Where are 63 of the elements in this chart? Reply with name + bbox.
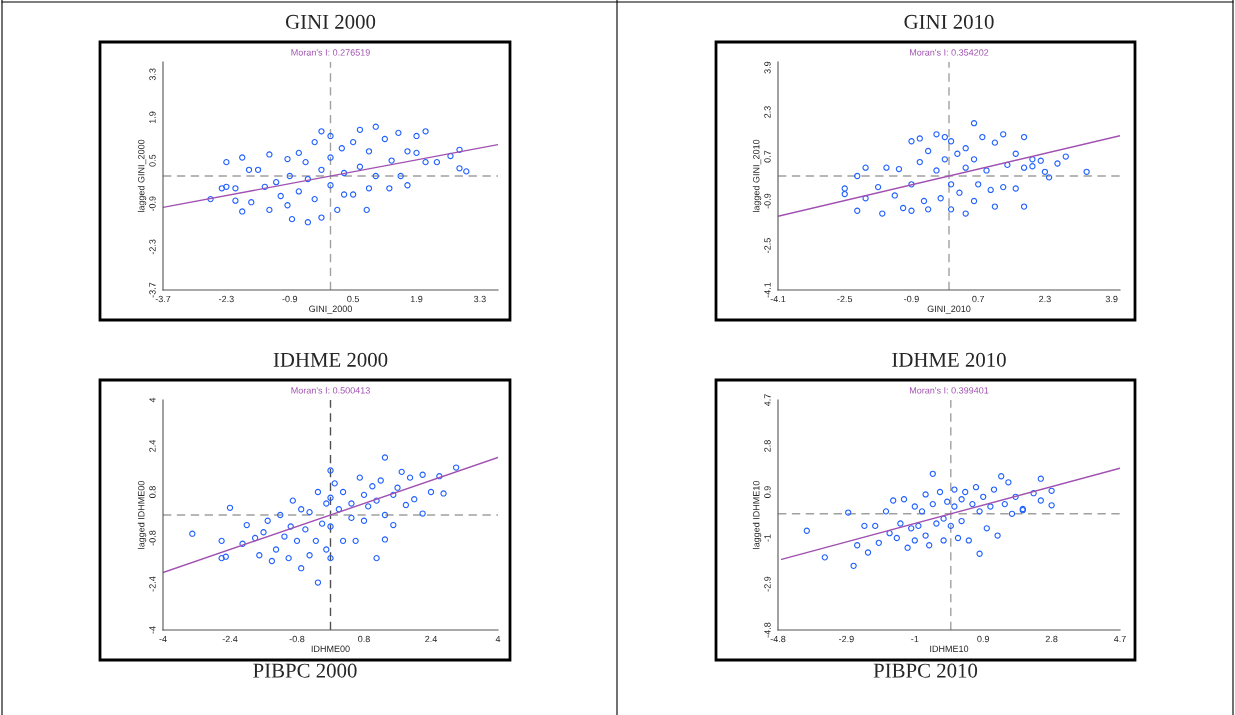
y-tick-label: -2.5 [764,238,771,253]
y-tick-label: 3.9 [764,61,771,74]
y-axis-title: lagged IDHME10 [752,480,762,549]
y-tick-label: 0.8 [149,486,156,498]
x-tick-label: 4.7 [1113,635,1126,643]
chart-subtitle: Moran's I: 0.354202 [909,49,989,56]
x-axis-title: IDHME00 [311,645,350,652]
x-tick-label: 0.7 [972,295,985,303]
x-tick-label: -4.1 [770,295,786,303]
x-axis-title: GINI_2010 [927,305,971,314]
y-axis-title: lagged GINI_2010 [752,139,762,213]
y-tick-label: 4 [149,397,156,403]
x-tick-label: 2.3 [1039,295,1051,303]
x-tick-label: 0.8 [358,635,370,643]
chart-title: GINI 2000 [285,14,376,29]
x-tick-label: -0.8 [289,635,305,643]
x-tick-label: -4 [159,635,167,643]
y-tick-label: -2.3 [149,239,156,255]
x-tick-label: -0.9 [282,295,298,303]
x-tick-label: -2.9 [839,635,854,643]
y-tick-label: -2.4 [149,576,156,592]
x-tick-label: -2.3 [219,295,234,303]
y-tick-label: 3.3 [149,68,156,81]
x-axis-title: GINI_2000 [309,305,352,314]
y-tick-label: 2.3 [764,106,771,118]
chart-subtitle: Moran's I: 0.500413 [291,387,370,394]
y-tick-label: 0.9 [764,486,771,498]
y-tick-label: 0.5 [149,154,156,167]
x-tick-label: 2.4 [425,635,438,643]
text: PIBPC 2010 [873,663,978,678]
y-tick-label: 2.4 [149,439,156,452]
y-tick-label: -0.8 [149,530,156,546]
y-tick-label: 2.8 [764,440,771,452]
x-axis-title: IDHME10 [930,645,969,652]
y-axis-title: lagged IDHME00 [137,480,147,549]
y-tick-label: 1.9 [149,111,156,124]
x-tick-label: 0.5 [347,295,360,303]
text: PIBPC 2000 [253,663,357,678]
x-tick-label: -0.9 [904,295,919,303]
x-tick-label: -4.8 [770,635,786,643]
y-tick-label: -2.9 [764,576,771,592]
x-tick-label: -3.7 [155,295,171,303]
chart-title: GINI 2010 [904,14,994,29]
x-tick-label: -1 [911,635,919,643]
y-tick-label: 0.7 [764,150,771,163]
x-tick-label: 3.3 [473,295,486,303]
chart-subtitle: Moran's I: 0.399401 [909,387,989,394]
y-tick-label: -0.9 [764,193,771,209]
chart-title: IDHME 2010 [892,352,1006,367]
y-tick-label: 4.7 [764,394,771,407]
y-axis-title: lagged GINI_2000 [137,139,147,213]
chart-subtitle: Moran's I: 0.276519 [291,49,370,56]
x-tick-label: -2.5 [837,295,853,303]
x-tick-label: 2.8 [1045,635,1058,643]
x-tick-label: 1.9 [410,295,423,303]
x-tick-label: 4 [495,635,501,643]
x-tick-label: 0.9 [977,635,990,643]
x-tick-label: 3.9 [1105,295,1118,303]
y-tick-label: -4 [149,626,156,634]
x-tick-label: -2.4 [222,635,238,643]
y-tick-label: -0.9 [149,196,156,212]
chart-title: IDHME 2000 [273,352,388,367]
y-tick-label: -1 [764,534,771,542]
